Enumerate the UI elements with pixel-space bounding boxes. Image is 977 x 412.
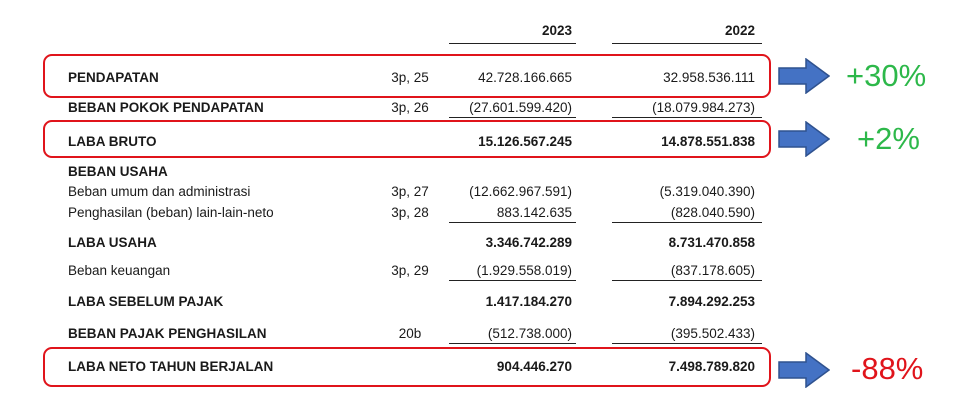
laba-bruto-change-label: +2% xyxy=(857,121,920,156)
laba-neto-change-label: -88% xyxy=(851,351,924,386)
header-underline-2023 xyxy=(449,43,576,44)
row-label-laba-sebelum-pajak: LABA SEBELUM PAJAK xyxy=(68,294,224,309)
row-2023-pendapatan: 42.728.166.665 xyxy=(478,70,572,85)
row-2022-laba-bruto: 14.878.551.838 xyxy=(661,134,755,149)
underline-beban-pajak-2023 xyxy=(449,343,576,344)
row-2022-pendapatan: 32.958.536.111 xyxy=(663,70,755,85)
row-2022-beban-umum: (5.319.040.390) xyxy=(659,184,755,199)
header-year-2023: 2023 xyxy=(541,23,572,38)
row-2023-penghasilan-lain: 883.142.635 xyxy=(496,205,572,220)
row-label-beban-pajak: BEBAN PAJAK PENGHASILAN xyxy=(68,326,267,341)
row-2023-beban-keuangan: (1.929.558.019) xyxy=(476,263,572,278)
section-label-beban-usaha: BEBAN USAHA xyxy=(68,164,168,179)
underline-beban-pokok-2022 xyxy=(612,117,762,118)
row-2023-laba-bruto: 15.126.567.245 xyxy=(478,134,572,149)
highlight-box-laba-neto xyxy=(43,347,771,387)
row-note-pendapatan: 3p, 25 xyxy=(391,70,429,85)
row-label-beban-pokok: BEBAN POKOK PENDAPATAN xyxy=(68,100,264,115)
row-2022-penghasilan-lain: (828.040.590) xyxy=(670,205,755,220)
row-label-laba-bruto: LABA BRUTO xyxy=(68,134,157,149)
underline-beban-keuangan-2022 xyxy=(612,280,762,281)
underline-penghasilan-lain-2023 xyxy=(449,222,576,223)
row-label-laba-neto: LABA NETO TAHUN BERJALAN xyxy=(68,359,274,374)
row-2023-beban-umum: (12.662.967.591) xyxy=(469,184,572,199)
underline-beban-pajak-2022 xyxy=(612,343,762,344)
right-arrow-icon xyxy=(778,58,830,94)
highlight-box-laba-bruto xyxy=(43,120,771,158)
right-arrow-icon xyxy=(778,352,830,388)
header-year-2022: 2022 xyxy=(724,23,755,38)
row-note-penghasilan-lain: 3p, 28 xyxy=(391,205,429,220)
underline-beban-pokok-2023 xyxy=(449,117,576,118)
row-note-beban-umum: 3p, 27 xyxy=(391,184,429,199)
row-label-beban-keuangan: Beban keuangan xyxy=(68,263,171,278)
right-arrow-icon xyxy=(778,121,830,157)
underline-penghasilan-lain-2022 xyxy=(612,222,762,223)
row-label-penghasilan-lain: Penghasilan (beban) lain-lain-neto xyxy=(68,205,274,220)
highlight-box-pendapatan xyxy=(43,54,771,98)
row-2022-beban-pokok: (18.079.984.273) xyxy=(652,100,755,115)
row-label-beban-umum: Beban umum dan administrasi xyxy=(68,184,251,199)
pendapatan-change-label: +30% xyxy=(846,58,927,93)
row-2022-beban-keuangan: (837.178.605) xyxy=(670,263,755,278)
underline-beban-keuangan-2023 xyxy=(449,280,576,281)
row-2022-beban-pajak: (395.502.433) xyxy=(670,326,755,341)
row-label-laba-usaha: LABA USAHA xyxy=(68,235,157,250)
row-2023-beban-pokok: (27.601.599.420) xyxy=(469,100,572,115)
row-note-beban-keuangan: 3p, 29 xyxy=(391,263,429,278)
row-2023-laba-neto: 904.446.270 xyxy=(496,359,572,374)
row-2022-laba-sebelum-pajak: 7.894.292.253 xyxy=(668,294,755,309)
row-note-beban-pokok: 3p, 26 xyxy=(391,100,429,115)
row-2023-laba-sebelum-pajak: 1.417.184.270 xyxy=(485,294,572,309)
row-2023-laba-usaha: 3.346.742.289 xyxy=(485,235,572,250)
row-label-pendapatan: PENDAPATAN xyxy=(68,70,159,85)
row-2022-laba-usaha: 8.731.470.858 xyxy=(668,235,755,250)
row-2022-laba-neto: 7.498.789.820 xyxy=(668,359,755,374)
header-underline-2022 xyxy=(612,43,762,44)
row-note-beban-pajak: 20b xyxy=(398,326,422,341)
row-2023-beban-pajak: (512.738.000) xyxy=(487,326,572,341)
